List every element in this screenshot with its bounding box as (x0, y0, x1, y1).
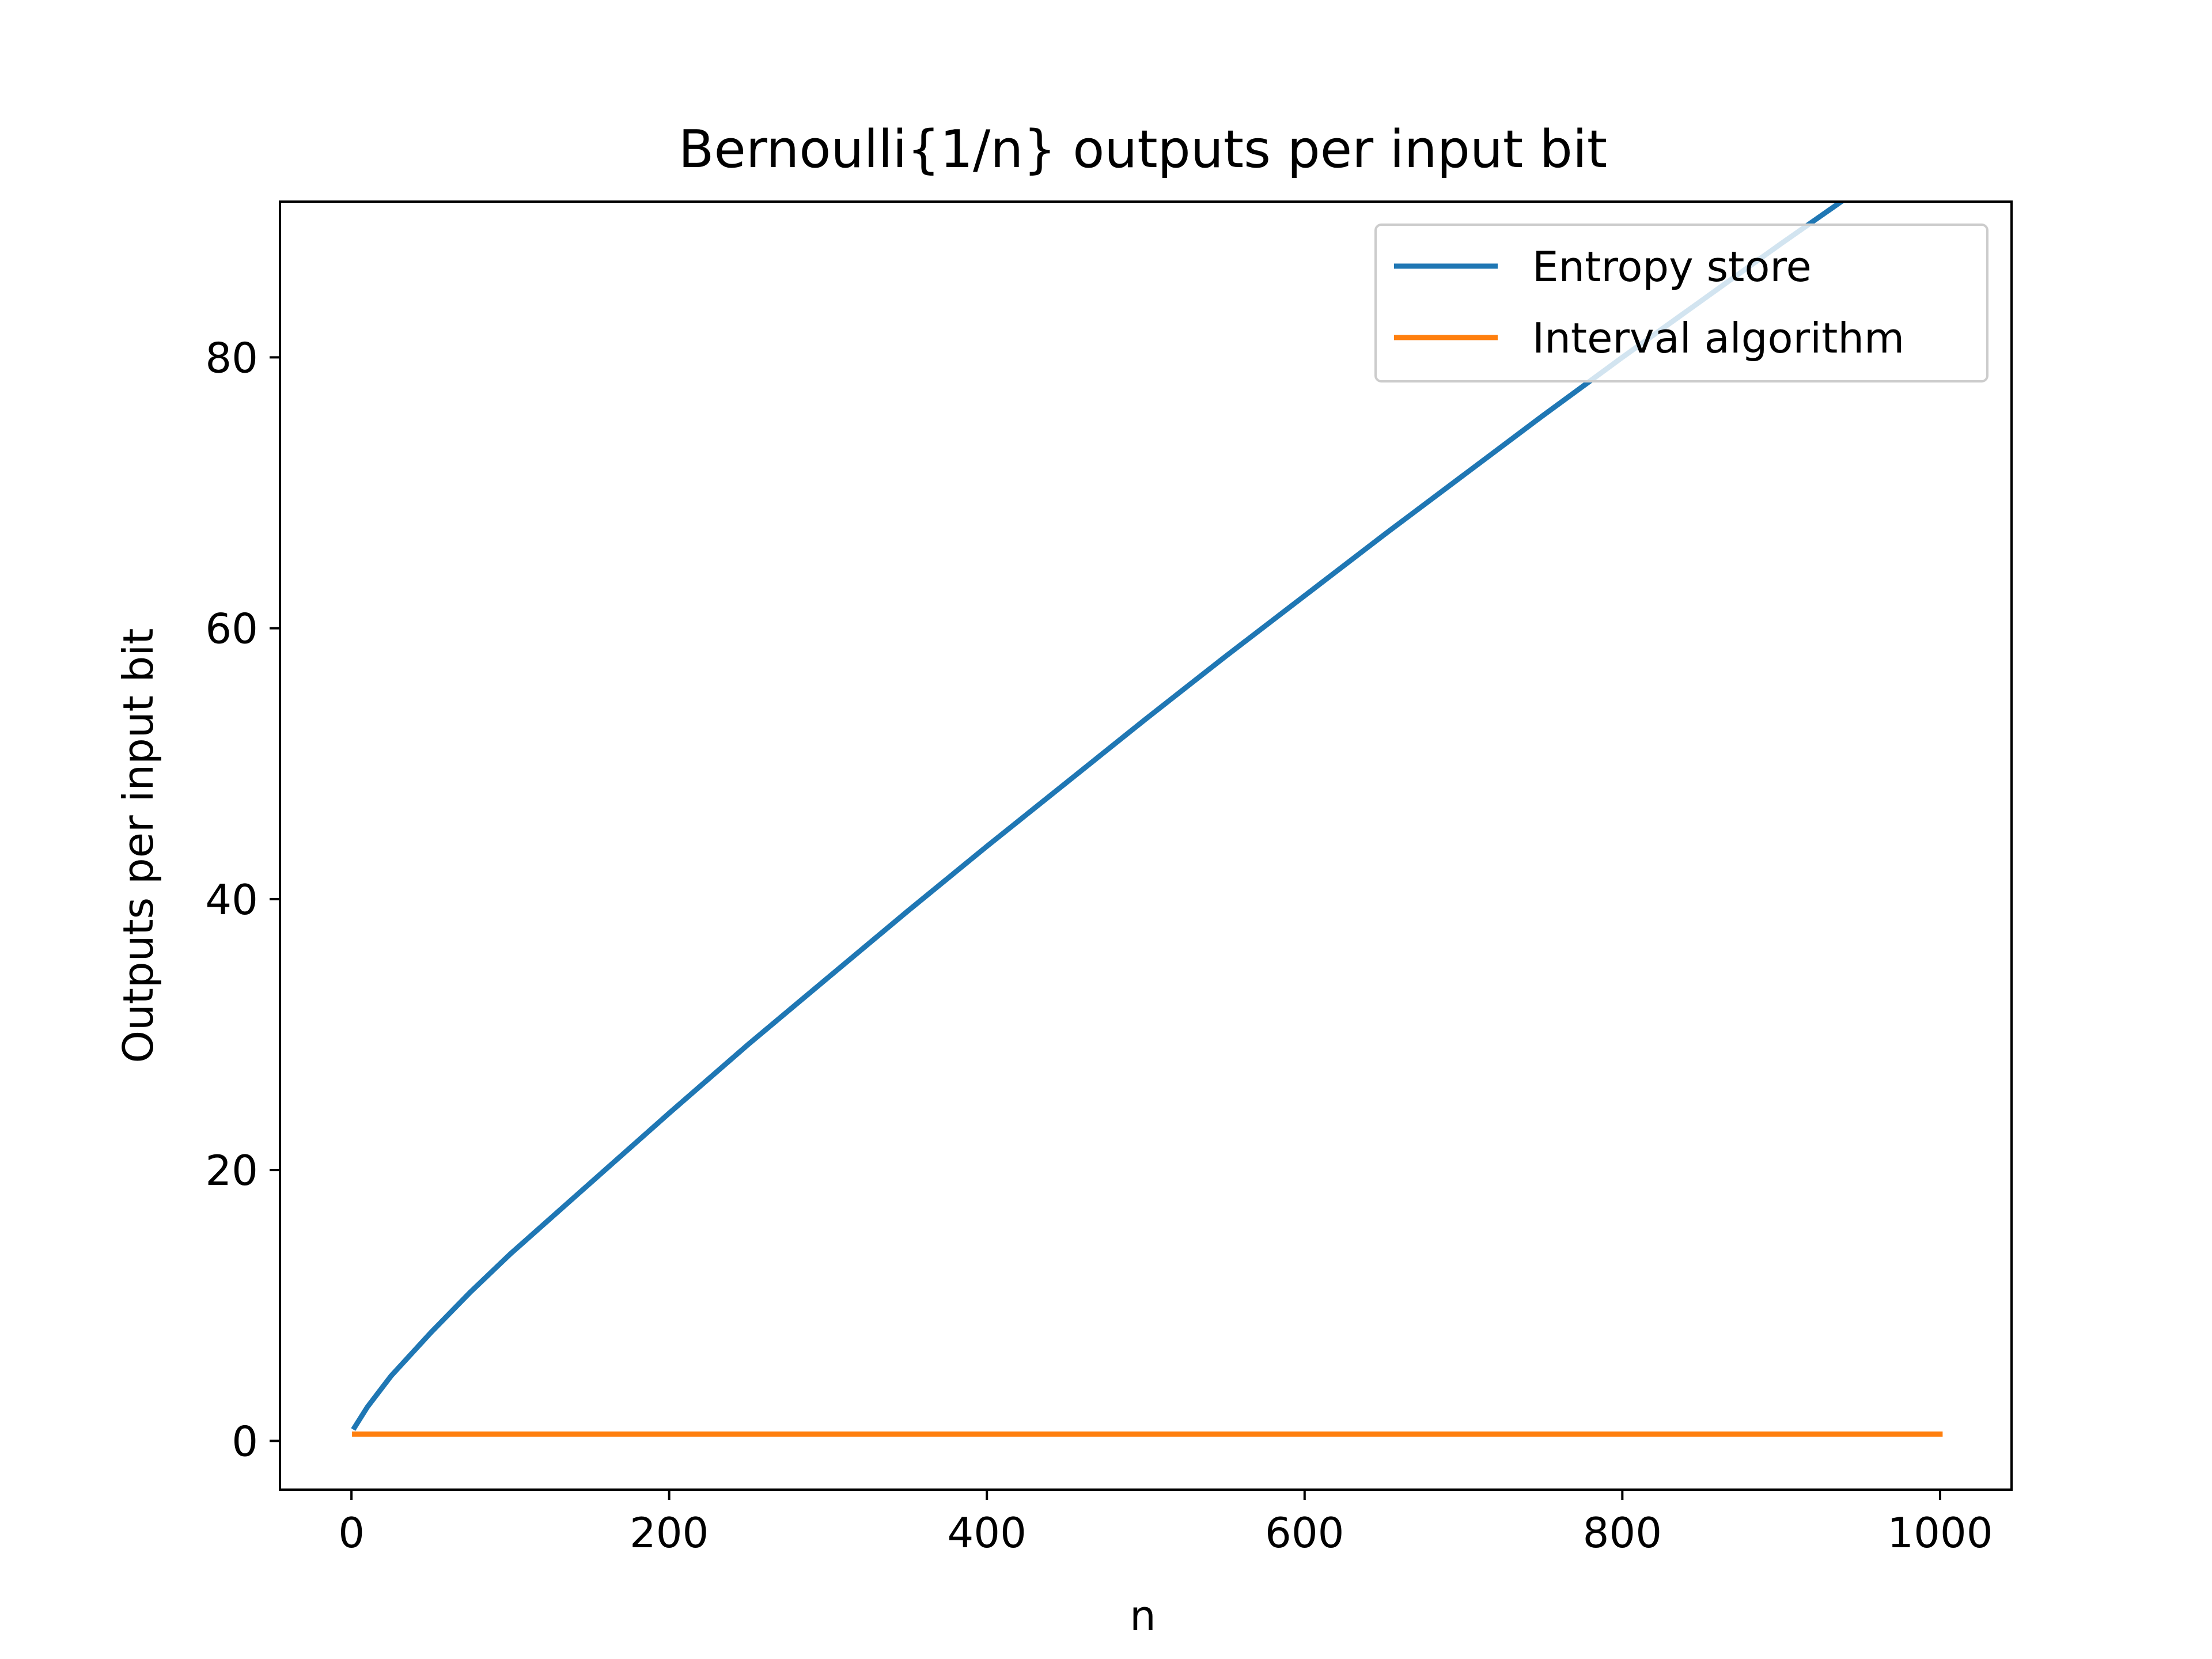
x-tick-label-1: 200 (630, 1509, 709, 1557)
legend: Entropy store Interval algorithm (1374, 224, 1988, 382)
y-axis: 0 20 40 60 80 (205, 334, 280, 1465)
x-tick-label-2: 400 (948, 1509, 1027, 1557)
x-tick-label-5: 1000 (1887, 1509, 1993, 1557)
legend-label-1: Interval algorithm (1532, 314, 1904, 362)
chart-title: Bernoulli{1/n} outputs per input bit (679, 119, 1607, 180)
plot-frame (279, 200, 2013, 1491)
y-tick-label-0: 0 (232, 1417, 258, 1465)
x-tick-label-3: 600 (1265, 1509, 1344, 1557)
y-axis-label: Outputs per input bit (114, 628, 162, 1063)
x-tick-label-4: 800 (1583, 1509, 1662, 1557)
x-axis: 0 200 400 600 800 1000 (338, 1490, 1993, 1557)
y-tick-label-2: 40 (205, 876, 258, 924)
legend-box (1374, 224, 1988, 382)
x-tick-label-0: 0 (338, 1509, 365, 1557)
y-tick-label-1: 20 (205, 1146, 258, 1195)
legend-label-0: Entropy store (1532, 243, 1812, 291)
x-axis-label: n (1130, 1592, 1156, 1640)
y-tick-label-4: 80 (205, 334, 258, 382)
y-tick-label-3: 60 (205, 605, 258, 653)
